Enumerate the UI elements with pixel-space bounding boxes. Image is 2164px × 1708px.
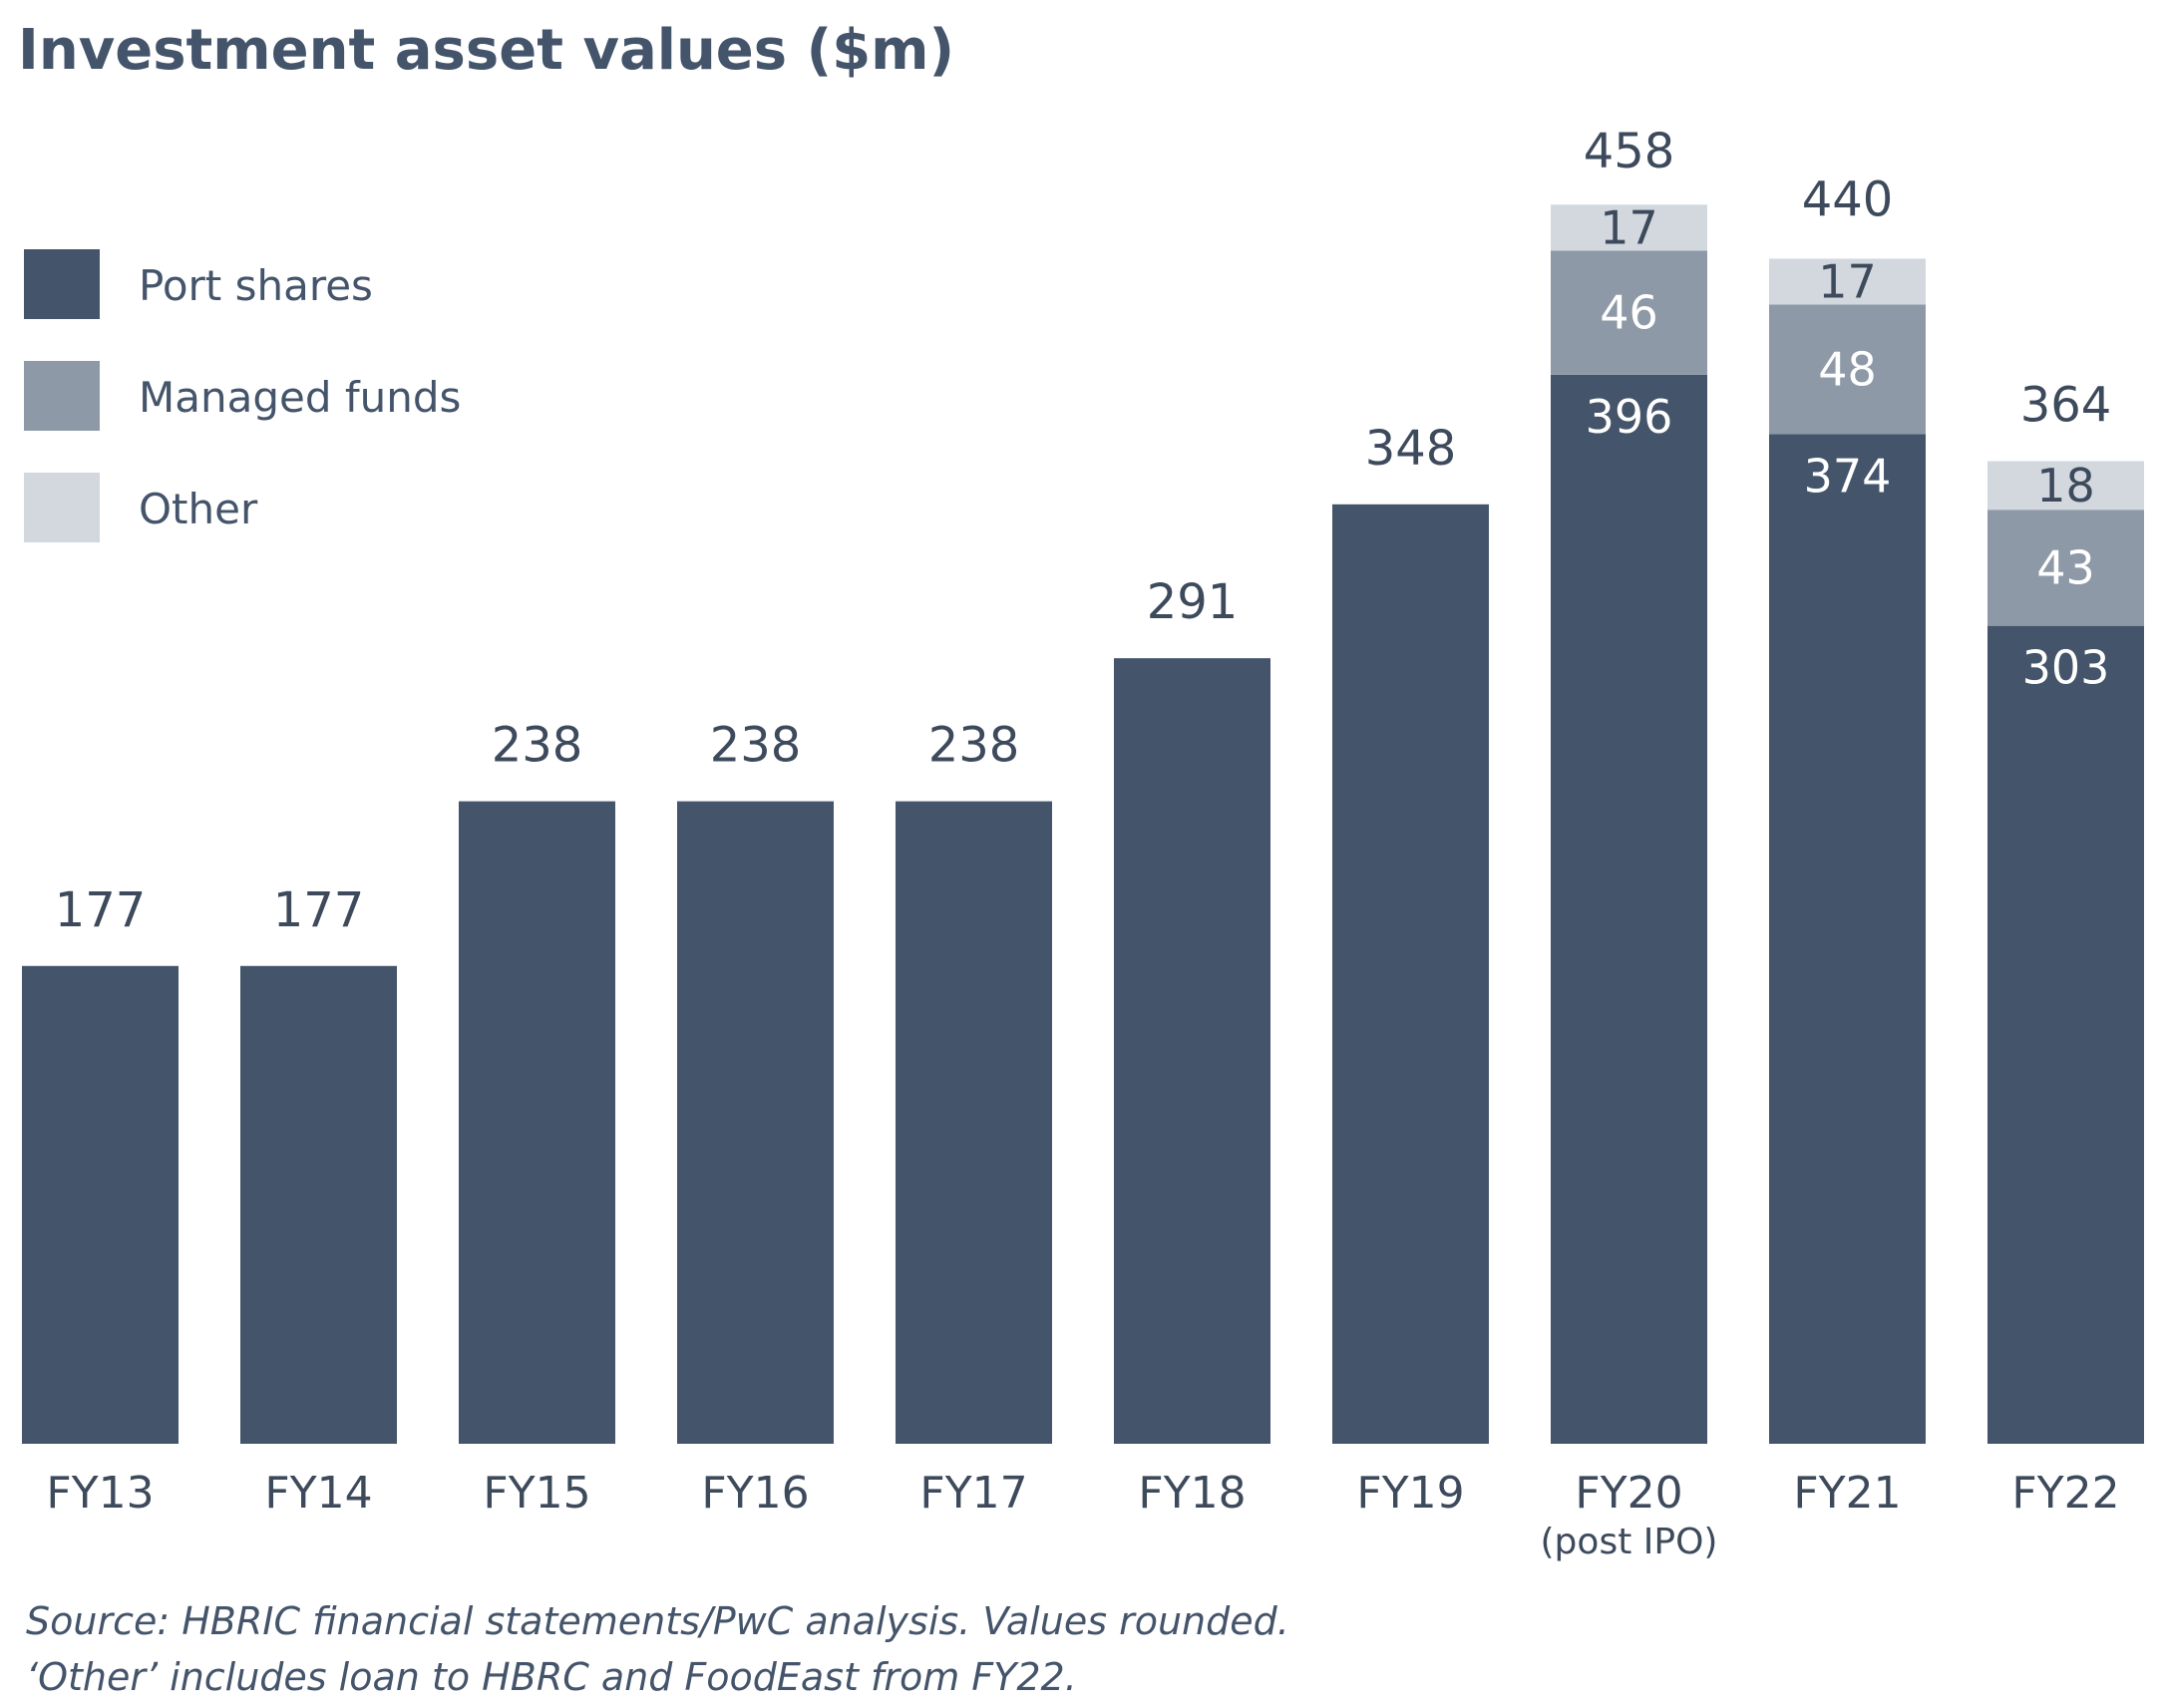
bar-port-shares-fy20 xyxy=(1551,374,1707,1445)
bar-port-shares-fy21 xyxy=(1769,434,1926,1444)
total-label-fy22: 364 xyxy=(2020,377,2112,433)
total-label-fy16: 238 xyxy=(710,718,802,774)
x-tick-label-fy19: FY19 xyxy=(1356,1468,1464,1519)
bar-managed-funds-fy20 xyxy=(1551,250,1707,375)
bar-port-shares-fy16 xyxy=(677,801,834,1444)
chart-title: Investment asset values ($m) xyxy=(18,18,955,83)
total-label-fy15: 238 xyxy=(492,718,583,774)
bar-port-shares-fy18 xyxy=(1114,658,1270,1444)
legend-label-other: Other xyxy=(139,485,258,533)
bar-port-shares-fy14 xyxy=(240,965,397,1444)
bar-port-shares-fy19 xyxy=(1332,504,1489,1444)
bar-other-fy21 xyxy=(1769,258,1926,305)
total-label-fy18: 291 xyxy=(1147,574,1239,630)
segment-label-fy21-1: 48 xyxy=(1818,342,1877,396)
segment-label-fy21-2: 17 xyxy=(1818,254,1877,308)
segment-label-fy20-0: 396 xyxy=(1586,390,1673,444)
bar-managed-funds-fy21 xyxy=(1769,304,1926,435)
segment-label-fy22-0: 303 xyxy=(2022,641,2110,695)
total-label-fy14: 177 xyxy=(273,882,365,938)
x-tick-label-fy20: FY20 xyxy=(1575,1468,1682,1519)
legend-label-port-shares: Port shares xyxy=(139,261,373,310)
total-label-fy17: 238 xyxy=(928,718,1020,774)
segment-label-fy22-1: 43 xyxy=(2036,540,2095,594)
segment-label-fy22-2: 18 xyxy=(2036,459,2095,512)
x-tick-label-fy13: FY13 xyxy=(46,1468,154,1519)
total-label-fy19: 348 xyxy=(1365,421,1457,477)
x-tick-label-fy18: FY18 xyxy=(1138,1468,1246,1519)
legend-swatch-port-shares xyxy=(24,249,100,319)
segment-label-fy20-1: 46 xyxy=(1600,286,1658,340)
x-tick-label-fy16: FY16 xyxy=(701,1468,809,1519)
segment-label-fy20-2: 17 xyxy=(1600,200,1658,254)
legend-label-managed-funds: Managed funds xyxy=(139,373,462,422)
total-label-fy20: 458 xyxy=(1584,124,1675,179)
bar-managed-funds-fy22 xyxy=(1987,510,2144,626)
bar-port-shares-fy22 xyxy=(1987,625,2144,1444)
legend-swatch-other xyxy=(24,473,100,542)
segment-label-fy21-0: 374 xyxy=(1804,449,1892,503)
x-tick-label-fy14: FY14 xyxy=(264,1468,372,1519)
x-tick-label-fy15: FY15 xyxy=(483,1468,590,1519)
x-tick-sublabel-fy20: (post IPO) xyxy=(1541,1522,1718,1562)
footnote-other: ‘Other’ includes loan to HBRC and FoodEa… xyxy=(26,1655,1077,1699)
legend-swatch-managed-funds xyxy=(24,361,100,431)
footnote-source: Source: HBRIC financial statements/PwC a… xyxy=(26,1599,1289,1643)
bar-other-fy22 xyxy=(1987,461,2144,511)
total-label-fy21: 440 xyxy=(1802,172,1894,228)
x-tick-label-fy17: FY17 xyxy=(919,1468,1027,1519)
x-tick-label-fy21: FY21 xyxy=(1793,1468,1901,1519)
bar-port-shares-fy17 xyxy=(896,801,1052,1444)
x-tick-label-fy22: FY22 xyxy=(2011,1468,2119,1519)
bar-port-shares-fy13 xyxy=(22,965,179,1444)
bar-other-fy20 xyxy=(1551,204,1707,251)
total-label-fy13: 177 xyxy=(55,882,147,938)
bar-port-shares-fy15 xyxy=(459,801,615,1444)
